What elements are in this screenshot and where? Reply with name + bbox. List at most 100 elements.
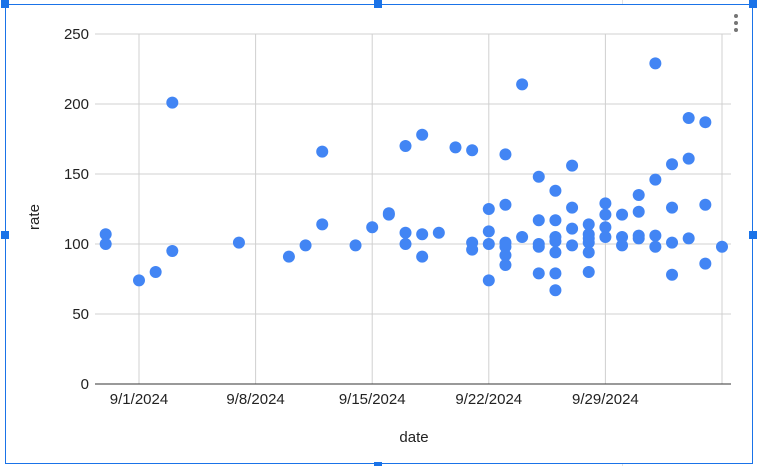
data-point <box>599 197 612 210</box>
data-point <box>382 208 395 221</box>
data-point <box>532 240 545 253</box>
data-point <box>566 222 579 235</box>
data-point <box>99 238 112 250</box>
data-point <box>699 198 712 211</box>
data-point <box>149 266 162 278</box>
data-point <box>516 231 529 243</box>
data-point <box>316 145 329 158</box>
resize-handle[interactable] <box>749 0 757 8</box>
data-point <box>466 144 479 157</box>
data-point <box>499 249 512 262</box>
data-point <box>282 250 295 263</box>
data-point <box>516 78 529 91</box>
more-vert-icon[interactable] <box>730 12 742 34</box>
data-point <box>682 232 695 245</box>
data-point <box>599 208 612 221</box>
data-point <box>582 266 595 278</box>
data-point <box>466 243 479 256</box>
data-point <box>482 203 495 215</box>
data-point <box>649 229 662 242</box>
data-point <box>566 201 579 214</box>
y-axis-title: rate <box>26 204 43 230</box>
data-point <box>599 231 612 243</box>
data-point <box>632 205 645 218</box>
data-point <box>366 221 379 234</box>
data-point <box>99 228 112 241</box>
data-point <box>649 240 662 253</box>
data-point <box>666 236 679 249</box>
data-point <box>716 240 728 253</box>
data-point <box>666 268 679 281</box>
data-point <box>549 184 562 197</box>
y-tick-label: 150 <box>64 166 89 183</box>
data-point <box>532 267 545 280</box>
data-point <box>499 198 512 211</box>
data-point <box>499 240 512 253</box>
x-axis-title: date <box>399 429 428 446</box>
data-point <box>232 236 245 249</box>
y-tick-label: 200 <box>64 96 89 113</box>
data-point <box>549 246 562 259</box>
data-point <box>299 239 312 252</box>
data-point <box>549 284 562 297</box>
resize-handle[interactable] <box>749 231 757 239</box>
data-point <box>549 214 562 227</box>
x-tick-label: 9/1/2024 <box>110 391 168 408</box>
data-point <box>666 201 679 214</box>
data-point <box>582 218 595 231</box>
data-point <box>682 112 695 124</box>
data-point <box>616 231 629 243</box>
data-point <box>316 218 329 231</box>
x-tick-label: 9/8/2024 <box>226 391 284 408</box>
data-point <box>166 245 179 257</box>
data-point <box>599 221 612 234</box>
data-point <box>399 226 412 239</box>
data-point <box>682 152 695 165</box>
x-tick-label: 9/22/2024 <box>455 391 522 408</box>
data-point <box>649 173 662 186</box>
y-tick-label: 250 <box>64 26 89 43</box>
data-point <box>416 228 429 241</box>
data-point <box>532 170 545 183</box>
data-point <box>566 159 579 172</box>
x-tick-label: 9/15/2024 <box>339 391 406 408</box>
data-point <box>549 235 562 248</box>
data-point <box>449 141 462 154</box>
data-point <box>482 238 495 250</box>
y-tick-label: 0 <box>81 376 89 393</box>
data-point <box>499 148 512 161</box>
data-point <box>666 158 679 171</box>
data-point <box>632 232 645 245</box>
data-point <box>699 116 712 129</box>
resize-handle[interactable] <box>1 231 9 239</box>
data-point <box>349 239 362 252</box>
data-point <box>499 259 512 271</box>
data-point <box>482 274 495 287</box>
x-tick-label: 9/29/2024 <box>572 391 639 408</box>
data-point <box>133 274 145 287</box>
y-tick-label: 100 <box>64 236 89 253</box>
data-point <box>582 236 595 249</box>
data-point <box>632 189 645 201</box>
data-point <box>416 250 429 263</box>
data-point <box>699 257 712 270</box>
data-point <box>566 239 579 252</box>
data-point <box>399 238 412 250</box>
y-tick-label: 50 <box>72 306 89 323</box>
resize-handle[interactable] <box>374 0 382 8</box>
data-point <box>166 96 179 109</box>
data-point <box>616 208 629 221</box>
data-point <box>432 226 445 239</box>
data-point <box>416 128 429 141</box>
data-point <box>649 57 662 70</box>
resize-handle[interactable] <box>374 462 382 466</box>
data-point <box>549 267 562 280</box>
data-point <box>616 239 629 252</box>
data-point <box>399 140 412 152</box>
data-point <box>532 214 545 227</box>
data-point <box>482 225 495 238</box>
chart-container[interactable] <box>5 4 753 464</box>
resize-handle[interactable] <box>1 0 9 8</box>
data-point <box>582 246 595 259</box>
